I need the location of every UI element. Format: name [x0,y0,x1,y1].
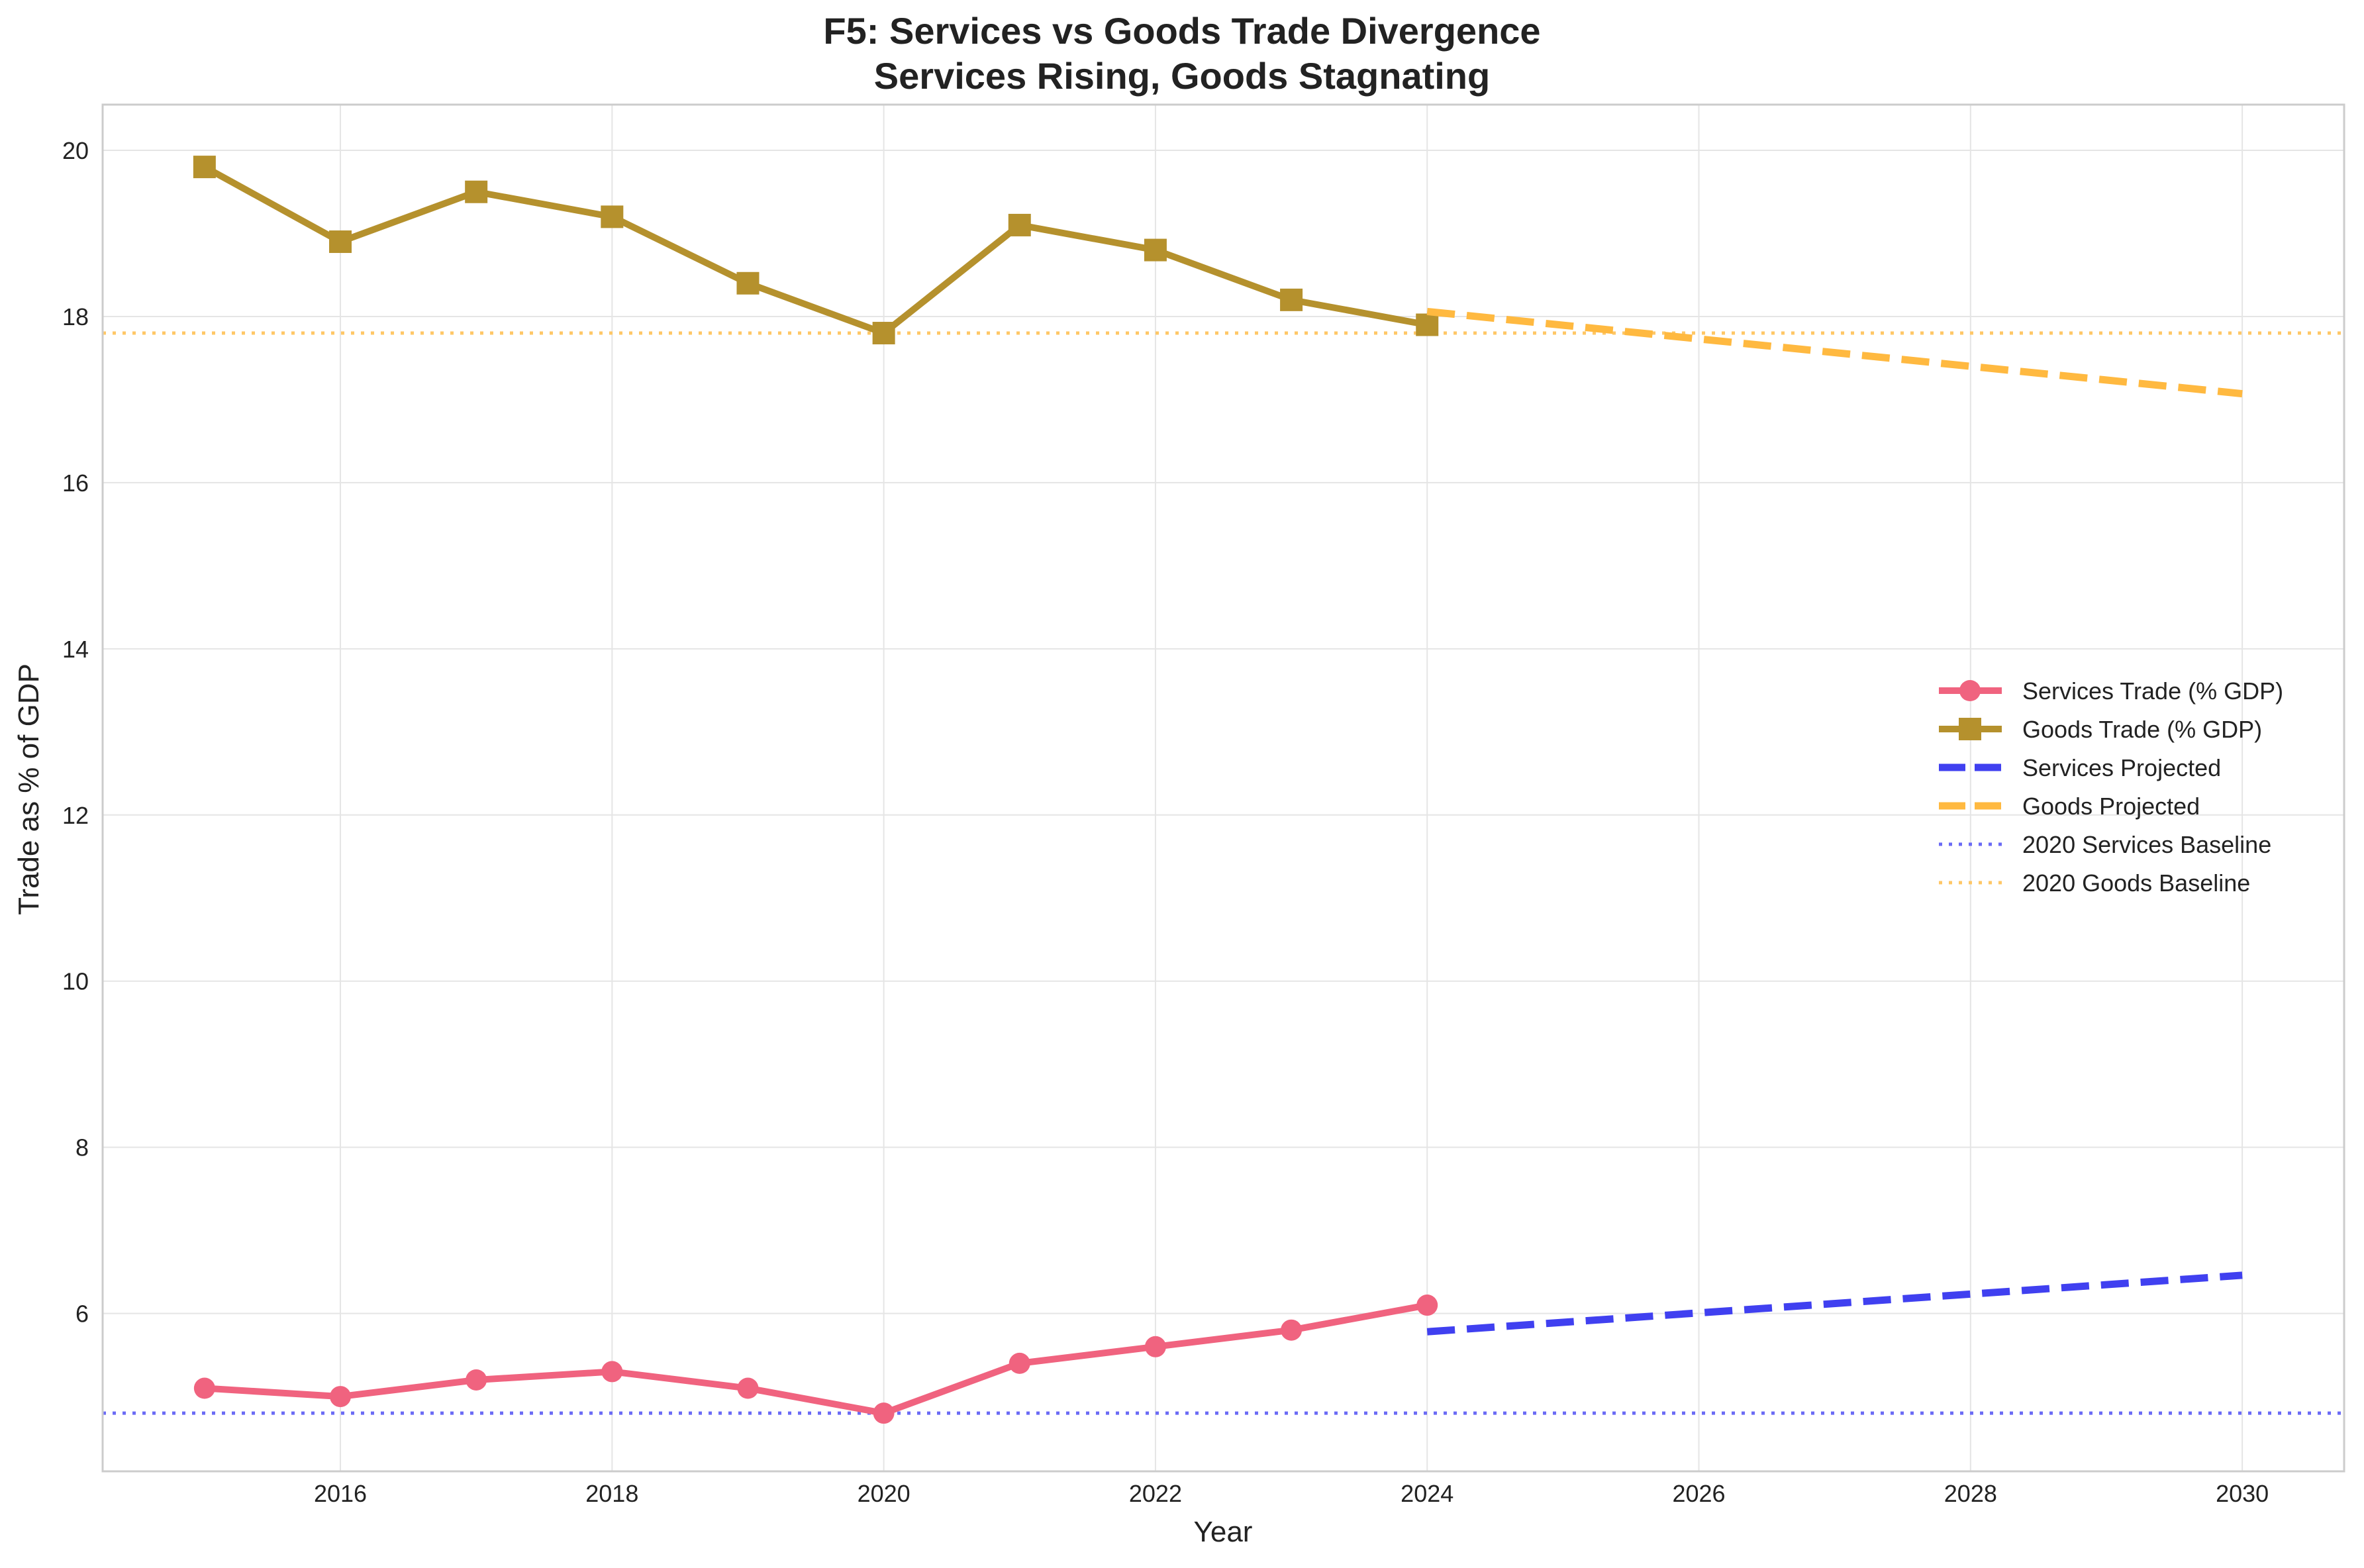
goods-trade-gdp-point [465,180,488,203]
tick-labels: 2016 2018 2020 2022 2024 2026 2028 203068101214… [62,137,2269,1507]
legend-label-goods-trade-gdp: Goods Trade (% GDP) [2022,716,2262,743]
goods-trade-gdp-point [193,156,216,179]
x-tick-label: 2022 [1129,1480,1182,1507]
plot-frame [101,103,2345,1473]
goods-trade-gdp-point [1144,238,1167,262]
services-trade-gdp-point [1281,1319,1303,1341]
x-tick-label: 2020 [858,1480,911,1507]
goods-trade-gdp-point [1280,288,1303,311]
legend-label-goods-projected: Goods Projected [2022,793,2200,820]
services-trade-gdp-point [466,1369,487,1391]
services-trade-gdp-point [330,1386,352,1408]
legend-label-2020-services-baseline: 2020 Services Baseline [2022,831,2271,858]
services-trade-gdp-point [193,1377,215,1399]
services-trade-gdp-point [737,1377,759,1399]
y-tick-label: 14 [62,636,89,663]
goods-trade-gdp-line [203,164,1428,337]
legend-label-services-projected: Services Projected [2022,754,2221,781]
series-layer [193,156,2243,1424]
x-tick-label: 2028 [1944,1480,1997,1507]
services-projected-line [1426,1271,2243,1336]
y-tick-label: 18 [62,303,89,330]
goods-trade-gdp-point [601,205,624,228]
legend-label-services-trade-gdp: Services Trade (% GDP) [2022,677,2283,705]
goods-trade-gdp-point [872,322,895,345]
baselines [103,331,2344,1415]
y-tick-label: 10 [62,968,89,995]
x-axis-label: Year [1194,1516,1253,1548]
x-tick-label: 2030 [2216,1480,2269,1507]
y-tick-label: 20 [62,137,89,164]
y-axis-label: Trade as % of GDP [13,663,45,915]
services-trade-gdp-point [601,1361,623,1383]
y-tick-label: 8 [75,1134,89,1161]
services-trade-gdp-line [204,1302,1428,1417]
services-trade-gdp-point [1416,1295,1438,1316]
legend: Services Trade (% GDP) Goods Trade (% GDP… [1939,677,2283,897]
goods-trade-gdp-point [1008,213,1031,236]
y-tick-label: 6 [75,1300,89,1328]
goods-trade-gdp-point [329,230,352,254]
goods-projected-line [1426,307,2243,398]
services-trade-gdp-point [1009,1352,1030,1374]
chart-title: F5: Services vs Goods Trade Divergence [823,10,1540,52]
chart-subtitle: Services Rising, Goods Stagnating [874,55,1490,97]
x-tick-label: 2016 [314,1480,367,1507]
legend-marker-goods-trade-gdp [1959,718,1981,740]
goods-trade-gdp-point [736,271,760,295]
legend-marker-services-trade-gdp [1959,680,1981,701]
y-tick-label: 12 [62,802,89,829]
services-trade-gdp-point [873,1402,895,1424]
x-tick-label: 2024 [1401,1480,1453,1507]
x-tick-label: 2018 [585,1480,638,1507]
services-trade-gdp-point [1144,1336,1166,1357]
x-tick-label: 2026 [1672,1480,1725,1507]
legend-label-2020-goods-baseline: 2020 Goods Baseline [2022,869,2250,897]
y-tick-label: 16 [62,469,89,497]
goods-trade-gdp-point [1416,313,1439,336]
